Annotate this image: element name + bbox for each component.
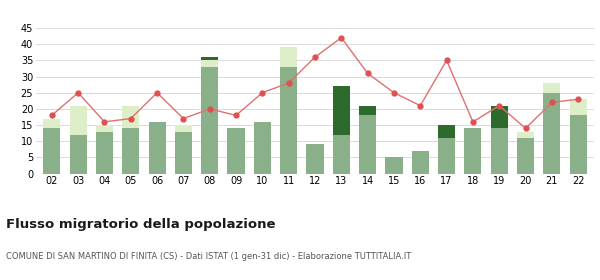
Bar (254, 122, 271, 174)
Bar (70, 135, 86, 174)
Bar (438, 138, 455, 174)
Bar (491, 106, 508, 128)
Bar (544, 93, 560, 174)
Bar (517, 132, 534, 138)
Bar (175, 125, 192, 132)
Bar (227, 128, 245, 174)
Bar (122, 106, 139, 128)
Bar (333, 86, 350, 135)
Bar (385, 157, 403, 174)
Bar (96, 132, 113, 174)
Bar (412, 151, 429, 174)
Text: Flusso migratorio della popolazione: Flusso migratorio della popolazione (6, 218, 275, 231)
Bar (359, 115, 376, 174)
Bar (201, 60, 218, 67)
Bar (359, 106, 376, 115)
Bar (569, 99, 587, 115)
Bar (464, 128, 481, 174)
Bar (517, 138, 534, 174)
Bar (43, 128, 61, 174)
Bar (201, 57, 218, 60)
Bar (175, 132, 192, 174)
Bar (280, 47, 297, 67)
Bar (70, 106, 86, 135)
Bar (201, 67, 218, 174)
Bar (491, 128, 508, 174)
Text: COMUNE DI SAN MARTINO DI FINITA (CS) - Dati ISTAT (1 gen-31 dic) - Elaborazione : COMUNE DI SAN MARTINO DI FINITA (CS) - D… (6, 252, 411, 261)
Bar (569, 115, 587, 174)
Bar (43, 119, 61, 128)
Bar (149, 122, 166, 174)
Bar (122, 128, 139, 174)
Bar (544, 83, 560, 93)
Bar (307, 144, 323, 174)
Bar (438, 125, 455, 138)
Bar (96, 125, 113, 132)
Bar (333, 135, 350, 174)
Bar (280, 67, 297, 174)
